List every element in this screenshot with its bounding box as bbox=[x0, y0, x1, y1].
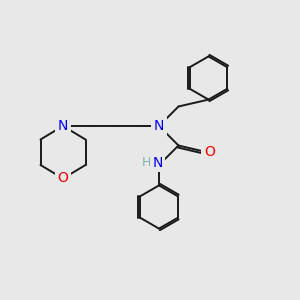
Text: N: N bbox=[58, 119, 68, 133]
Text: O: O bbox=[58, 172, 68, 185]
Text: O: O bbox=[204, 145, 215, 158]
Text: N: N bbox=[152, 156, 163, 170]
Text: N: N bbox=[154, 119, 164, 133]
Text: H: H bbox=[142, 156, 151, 169]
